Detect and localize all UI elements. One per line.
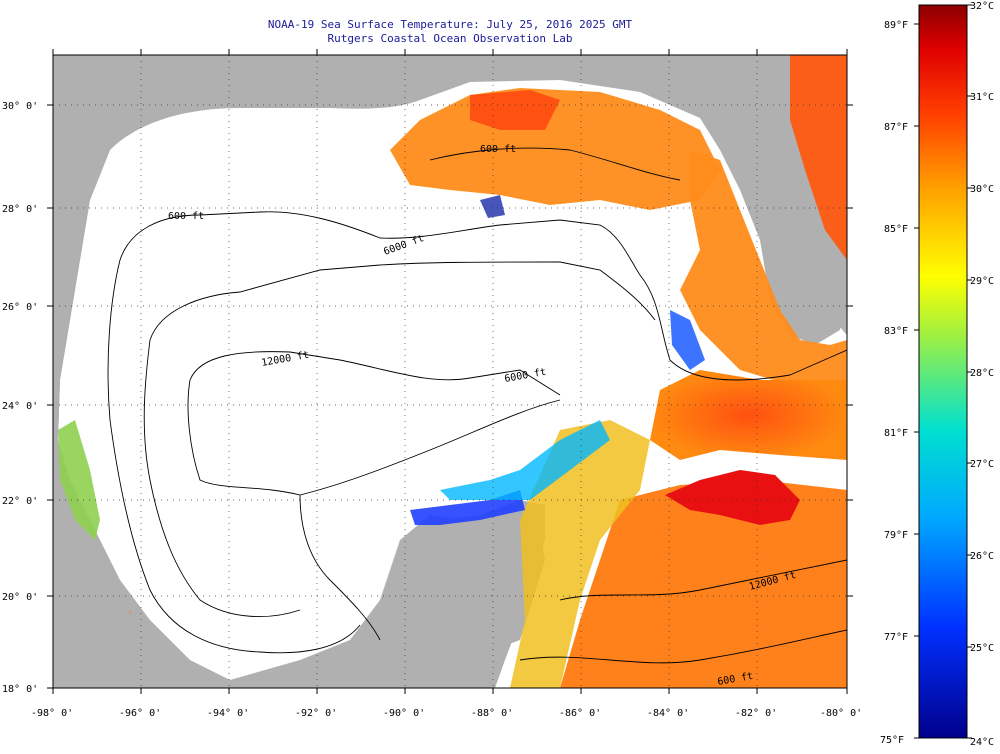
contour-6000ft bbox=[149, 261, 656, 341]
celsius-label: 29°C bbox=[970, 276, 994, 287]
sst-cuba-hot bbox=[665, 470, 800, 525]
sst-caribbean bbox=[560, 480, 847, 688]
lon-tick-label: -80° 0' bbox=[820, 708, 862, 719]
lat-labels: 18° 0' 20° 0' 22° 0' 24° 0' 26° 0' 28° 0… bbox=[2, 101, 38, 695]
sst-west-coast bbox=[58, 420, 100, 540]
sst-florida-east bbox=[790, 55, 847, 260]
map-border bbox=[52, 54, 848, 689]
fahrenheit-label: 77°F bbox=[884, 632, 908, 643]
lon-tick-label: -88° 0' bbox=[471, 708, 513, 719]
contour-600ft bbox=[119, 211, 847, 381]
contour-north bbox=[429, 147, 681, 181]
fahrenheit-label: 75°F bbox=[880, 735, 904, 746]
contour-12000ft bbox=[189, 351, 561, 396]
sst-north-hot bbox=[470, 90, 560, 130]
lon-tick-label: -90° 0' bbox=[383, 708, 425, 719]
celsius-label: 26°C bbox=[970, 551, 994, 562]
celsius-label: 27°C bbox=[970, 459, 994, 470]
contour-label: 600 ft bbox=[480, 144, 516, 155]
map-subtitle: Rutgers Coastal Ocean Observation Lab bbox=[327, 32, 573, 45]
fahrenheit-label: 89°F bbox=[884, 20, 908, 31]
lon-tick-label: -84° 0' bbox=[647, 708, 689, 719]
colorbar-gradient bbox=[918, 4, 968, 739]
lon-tick-label: -82° 0' bbox=[735, 708, 777, 719]
sst-cool-north bbox=[480, 195, 505, 218]
lat-tick-label: 24° 0' bbox=[2, 401, 38, 412]
lon-tick-label: -94° 0' bbox=[207, 708, 249, 719]
celsius-label: 32°C bbox=[970, 1, 994, 12]
sst-straits bbox=[650, 370, 847, 460]
sst-florida-shelf bbox=[680, 150, 847, 385]
sst-cool-slope bbox=[440, 420, 610, 500]
lat-tick-label: 22° 0' bbox=[2, 496, 38, 507]
lon-tick-label: -98° 0' bbox=[31, 708, 73, 719]
contour-yucatan bbox=[299, 494, 381, 641]
lon-labels: -98° 0' -96° 0' -94° 0' -92° 0' -90° 0' … bbox=[31, 708, 862, 719]
contour-abyssal bbox=[187, 379, 561, 496]
celsius-label: 31°C bbox=[970, 92, 994, 103]
contour-caribbean-2 bbox=[519, 629, 847, 664]
contour-shelf-west bbox=[107, 259, 361, 654]
lat-tick-label: 30° 0' bbox=[2, 101, 38, 112]
fahrenheit-label: 87°F bbox=[884, 122, 908, 133]
axis-ticks bbox=[47, 49, 853, 694]
fahrenheit-label: 85°F bbox=[884, 224, 908, 235]
texas-land bbox=[53, 55, 420, 440]
lon-tick-label: -92° 0' bbox=[295, 708, 337, 719]
sst-cool-fl bbox=[670, 310, 705, 370]
colorbar: 32°C 31°C 30°C 29°C 28°C 27°C 26°C 25°C … bbox=[880, 1, 994, 748]
lat-tick-label: 18° 0' bbox=[2, 684, 38, 695]
celsius-label: 28°C bbox=[970, 368, 994, 379]
graticule bbox=[53, 55, 847, 688]
map-area: 600 ft 600 ft 6000 ft 12000 ft 6000 ft 1… bbox=[53, 55, 847, 688]
contour-caribbean bbox=[559, 559, 847, 601]
map-title: NOAA-19 Sea Surface Temperature: July 25… bbox=[267, 18, 633, 31]
contour-label: 600 ft bbox=[168, 211, 204, 222]
lon-tick-label: -86° 0' bbox=[559, 708, 601, 719]
lat-tick-label: 28° 0' bbox=[2, 204, 38, 215]
celsius-label: 24°C bbox=[970, 737, 994, 748]
lon-tick-label: -96° 0' bbox=[119, 708, 161, 719]
contour-slope-west bbox=[143, 339, 301, 617]
celsius-label: 25°C bbox=[970, 643, 994, 654]
fahrenheit-label: 83°F bbox=[884, 326, 908, 337]
fahrenheit-label: 81°F bbox=[884, 428, 908, 439]
bathymetry-contours bbox=[107, 147, 847, 664]
celsius-label: 30°C bbox=[970, 184, 994, 195]
mexico-land bbox=[53, 470, 230, 688]
fahrenheit-label: 79°F bbox=[884, 530, 908, 541]
lat-tick-label: 20° 0' bbox=[2, 592, 38, 603]
yucatan-land bbox=[380, 500, 545, 688]
lat-tick-label: 26° 0' bbox=[2, 302, 38, 313]
